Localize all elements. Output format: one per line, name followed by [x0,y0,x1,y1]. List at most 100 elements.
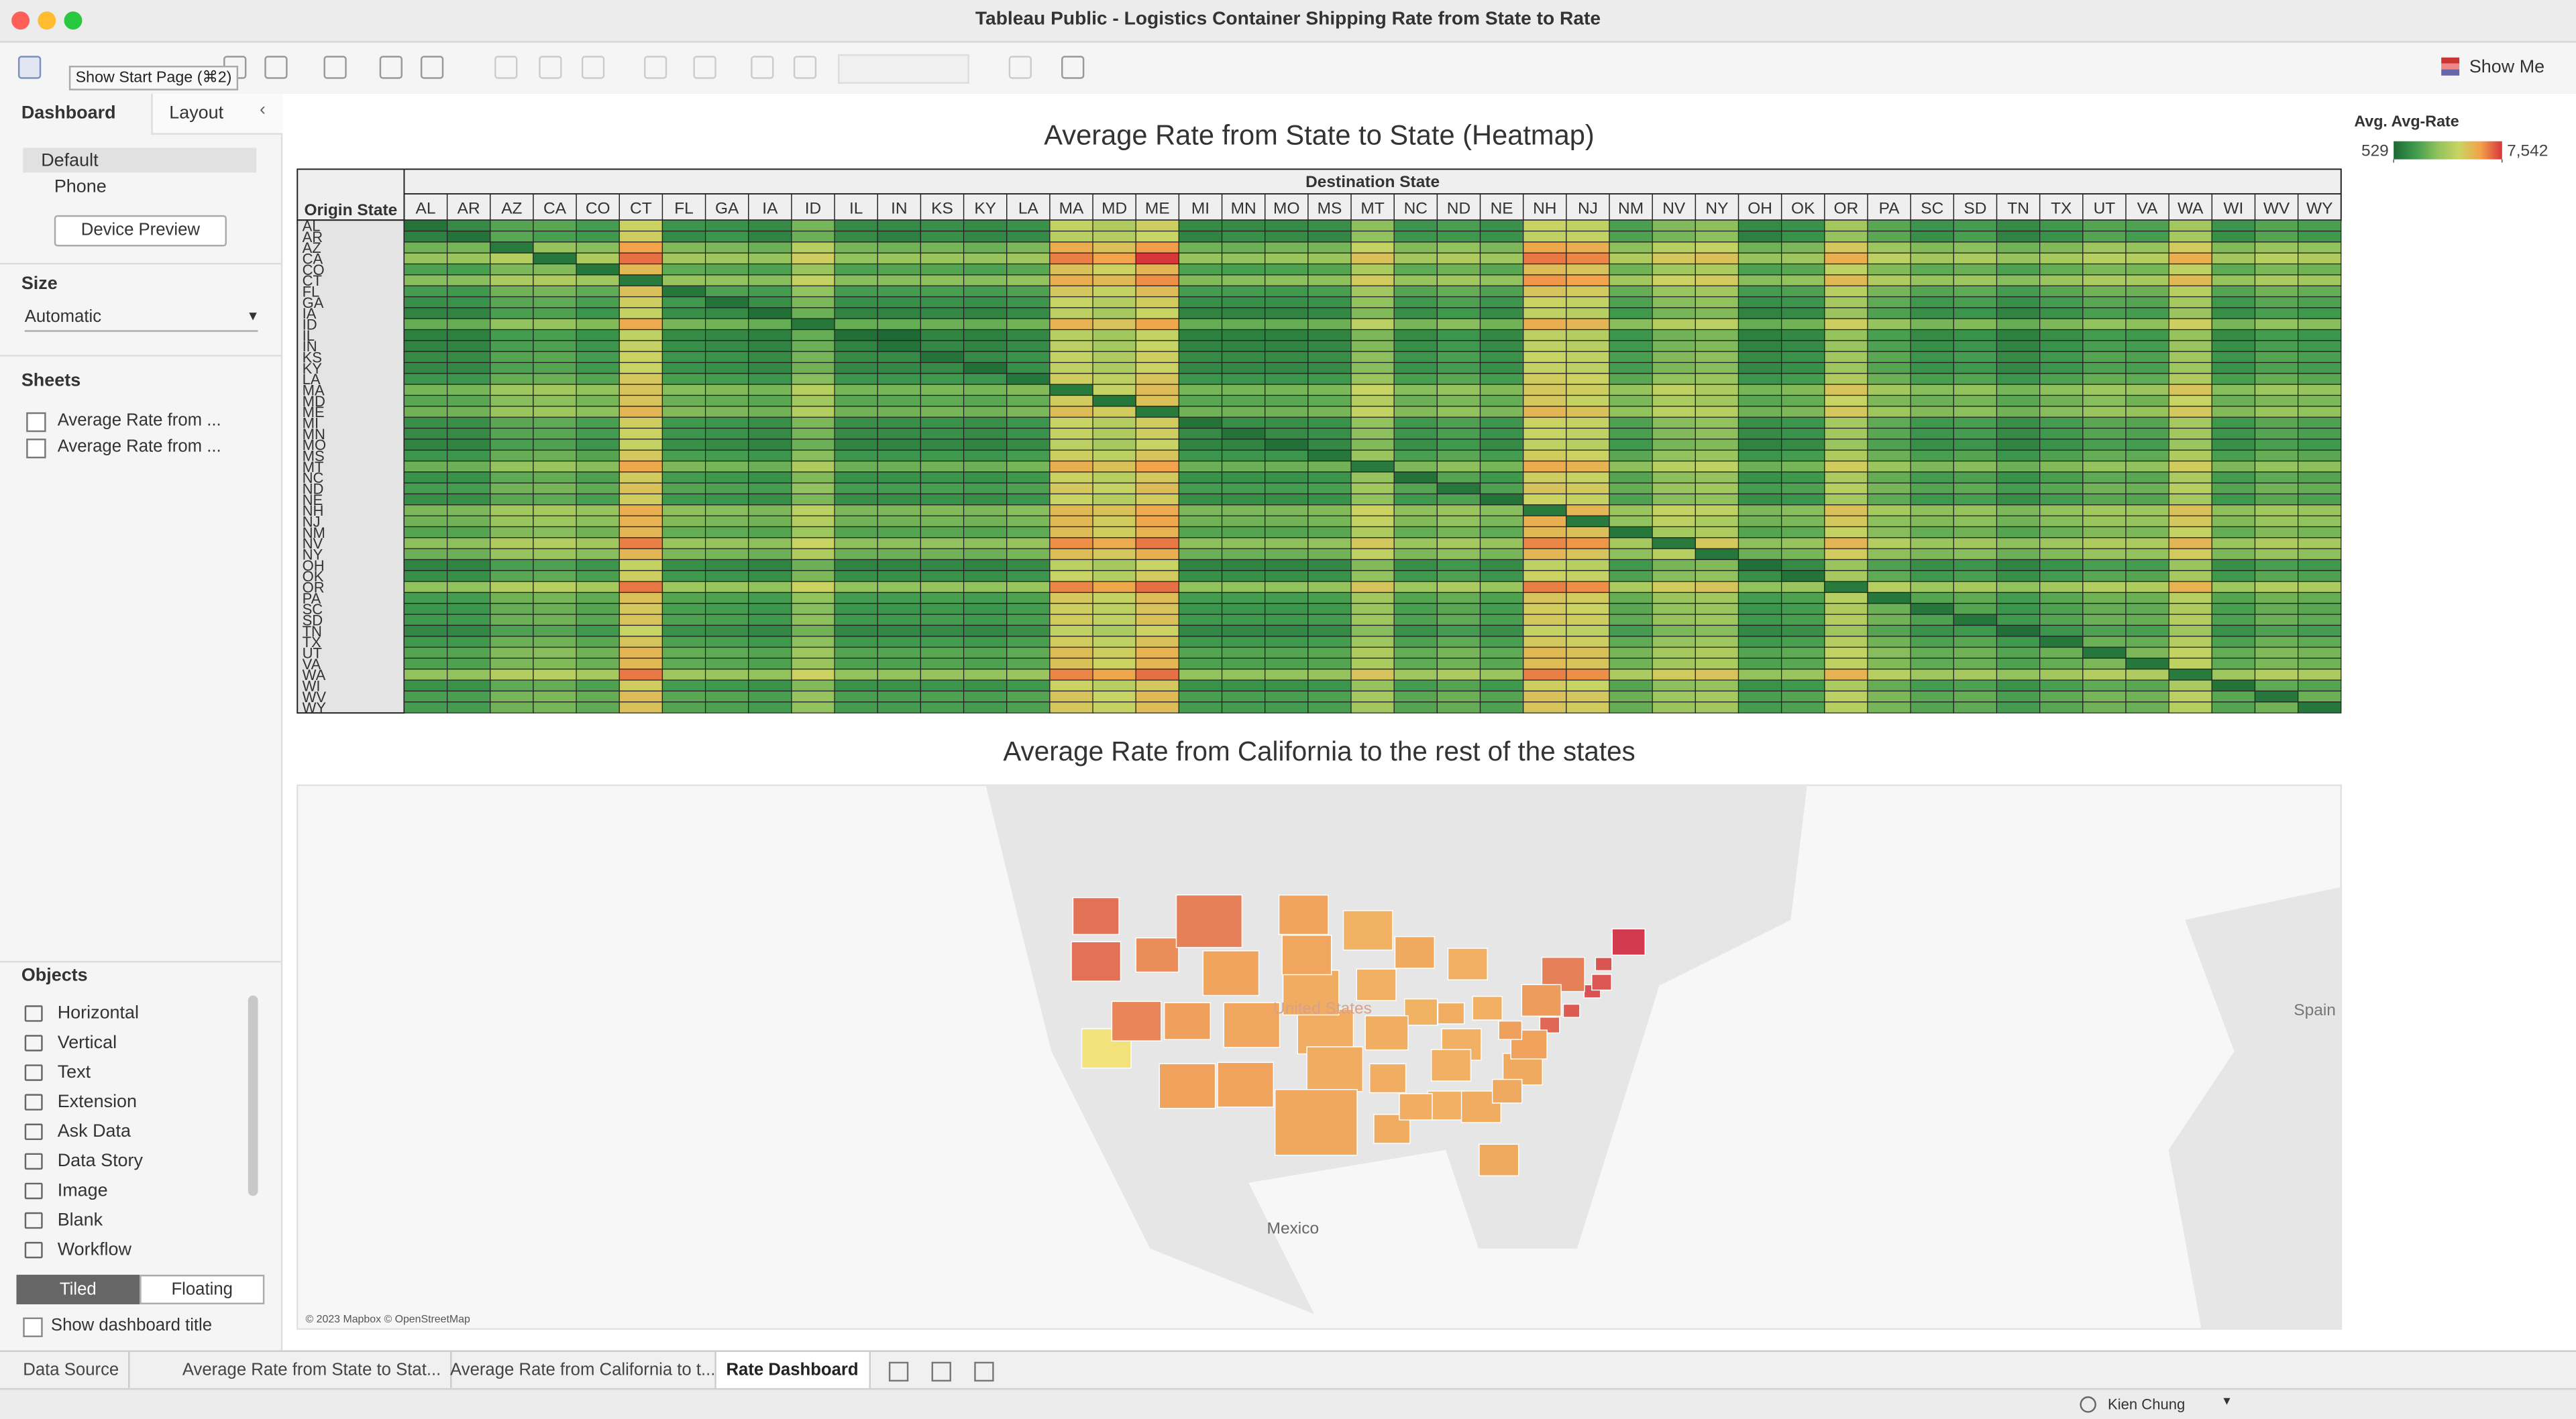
new-sheet-button[interactable] [974,1361,994,1382]
dashboard-tab[interactable]: Dashboard [21,103,116,123]
heatmap-cell [1609,252,1653,265]
toolbar-button[interactable] [323,56,347,79]
sheet-item[interactable]: Average Rate from ... [57,437,221,457]
new-sheet-button[interactable] [888,1361,909,1382]
device-option[interactable]: Phone [54,177,107,197]
toolbar-button[interactable] [793,56,817,79]
device-option[interactable]: Default [41,151,99,171]
column-label: IA [762,199,778,217]
heatmap-cell [1910,219,1954,232]
user-name[interactable]: Kien Chung [2108,1396,2186,1413]
heatmap-cell [1523,515,1567,528]
toolbar-button[interactable] [420,56,444,79]
object-item[interactable]: Blank [57,1210,103,1231]
sheet-tab[interactable]: Average Rate from California to t... [440,1352,727,1390]
fit-dropdown[interactable] [837,54,969,84]
heatmap-cell [1135,548,1180,561]
object-item[interactable]: Extension [57,1092,138,1113]
toolbar-button[interactable] [264,56,288,79]
heatmap-cell [576,361,620,374]
show-me-button[interactable]: Show Me [2469,57,2545,78]
object-item[interactable]: Data Story [57,1151,143,1172]
close-button[interactable] [11,11,30,30]
sheet-tab[interactable]: Data Source [13,1352,131,1390]
toolbar-button[interactable] [1008,56,1032,79]
heatmap-cell [447,373,491,385]
object-item[interactable]: Workflow [57,1240,131,1260]
collapse-button[interactable]: ‹ [259,100,266,120]
tiled-button[interactable]: Tiled [16,1274,140,1304]
layout-tab[interactable]: Layout [169,103,224,123]
heatmap-cell [1049,285,1093,298]
heatmap-cell [2298,406,2342,418]
heatmap-cell [1350,427,1395,440]
heatmap-cell [1652,427,1696,440]
dashboard-canvas: Average Rate from State to State (Heatma… [282,93,2576,1351]
heatmap-cell [1737,263,1782,276]
minimize-button[interactable] [38,11,56,30]
row-label: WI [303,677,321,694]
zoom-button[interactable] [64,11,83,30]
heatmap-cell [1996,416,2041,429]
heatmap-cell [1479,581,1524,593]
object-item[interactable]: Horizontal [57,1003,140,1024]
heatmap-cell [490,406,534,418]
new-sheet-button[interactable] [931,1361,951,1382]
size-dropdown[interactable]: Automatic [24,307,102,327]
heatmap-cell [490,471,534,484]
toolbar-button[interactable] [581,56,605,79]
heatmap-cell [1910,559,1954,571]
heatmap-cell [1135,515,1180,528]
sheet-tab[interactable]: Average Rate from State to Stat... [172,1352,453,1390]
checkbox[interactable] [23,1317,43,1337]
heatmap-cell [834,657,878,670]
heatmap-cell [1609,394,1653,407]
heatmap-cell [1135,263,1180,276]
toolbar-button[interactable] [693,56,716,79]
heatmap-cell [1479,296,1524,308]
object-item[interactable]: Vertical [57,1033,117,1054]
sheet-item[interactable]: Average Rate from ... [57,410,221,431]
heatmap-cell [1910,581,1954,593]
heatmap-cell [1479,548,1524,561]
object-item[interactable]: Ask Data [57,1122,131,1142]
heatmap-cell [1436,537,1481,549]
sheet-tab[interactable]: Rate Dashboard [714,1352,870,1390]
heatmap-cell [2168,241,2212,253]
heatmap-cell [447,340,491,352]
heatmap-cell [1350,416,1395,429]
heatmap-cell [490,669,534,681]
heatmap-cell [576,296,620,308]
heatmap-cell [1049,307,1093,319]
heatmap-cell [1996,394,2041,407]
object-item[interactable]: Image [57,1181,108,1201]
toolbar-button[interactable] [494,56,518,79]
heatmap-cell [1307,493,1352,506]
floating-button[interactable]: Floating [140,1274,265,1304]
heatmap-cell [403,679,448,692]
heatmap-cell [1781,361,1825,374]
start-page-button[interactable] [17,56,42,79]
heatmap-cell [1953,296,1998,308]
heatmap-cell [1006,581,1051,593]
device-preview-button[interactable]: Device Preview [54,215,227,247]
heatmap-cell [1393,581,1438,593]
heatmap-cell [1652,614,1696,626]
toolbar-button[interactable] [751,56,774,79]
presentation-button[interactable] [1061,56,1085,79]
user-menu-arrow[interactable]: ▼ [2221,1396,2233,1408]
row-label: MD [303,393,325,410]
object-item[interactable]: Text [57,1062,91,1083]
toolbar-button[interactable] [539,56,562,79]
heatmap-cell [704,646,749,659]
heatmap-cell [1350,482,1395,495]
toolbar-button[interactable] [379,56,403,79]
scrollbar[interactable] [248,995,258,1196]
heatmap-cell [920,559,965,571]
heatmap-cell [2298,351,2342,363]
heatmap-cell [1350,603,1395,615]
heatmap-cell [1135,657,1180,670]
heatmap-cell [1221,427,1266,440]
heatmap-cell [1523,646,1567,659]
toolbar-button[interactable] [644,56,667,79]
